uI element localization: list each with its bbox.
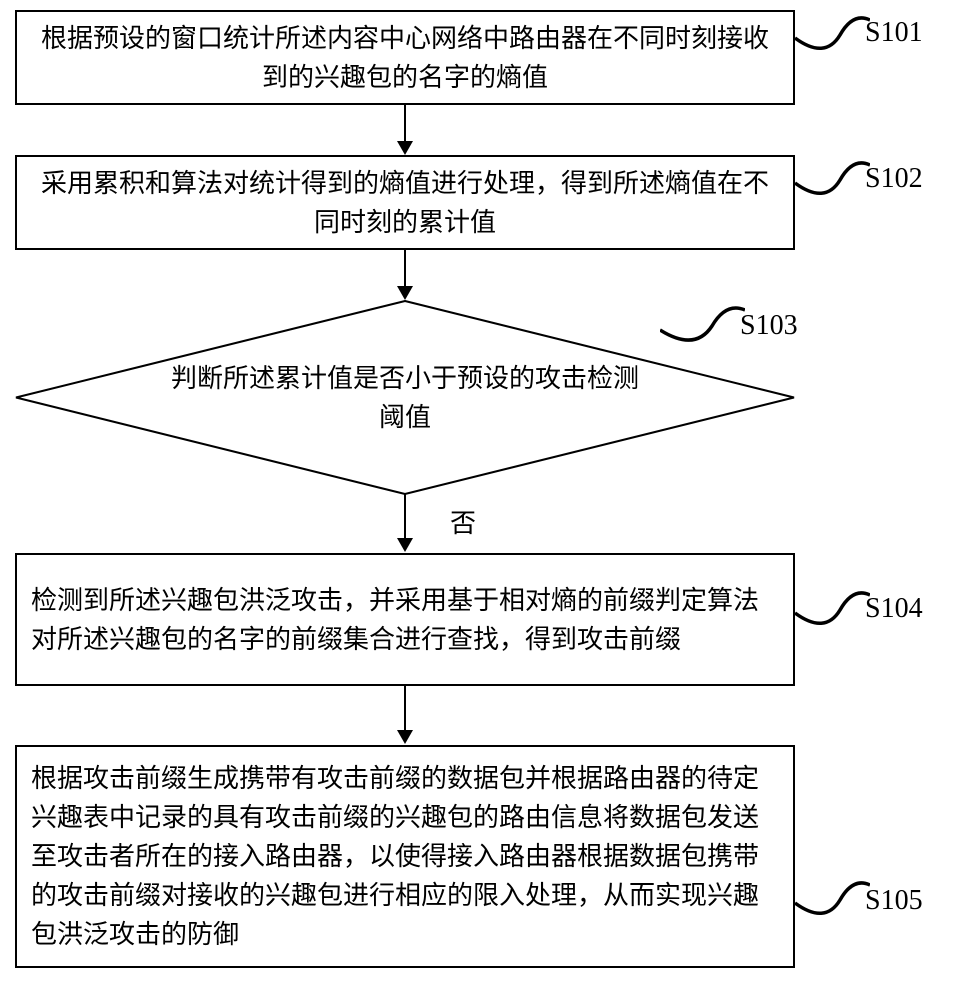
arrow-s104-s105-line — [404, 686, 406, 732]
step-s103-text: 判断所述累计值是否小于预设的攻击检测阈值 — [165, 359, 645, 437]
step-s104-text: 检测到所述兴趣包洪泛攻击，并采用基于相对熵的前缀判定算法对所述兴趣包的名字的前缀… — [31, 581, 779, 659]
step-s101-text: 根据预设的窗口统计所述内容中心网络中路由器在不同时刻接收到的兴趣包的名字的熵值 — [31, 19, 779, 97]
step-s104-box: 检测到所述兴趣包洪泛攻击，并采用基于相对熵的前缀判定算法对所述兴趣包的名字的前缀… — [15, 553, 795, 686]
step-s102-label: S102 — [865, 163, 923, 195]
arrow-s102-s103-head — [397, 286, 413, 300]
s105-connector-curve — [795, 875, 870, 925]
step-s105-label: S105 — [865, 885, 923, 917]
step-s101-label: S101 — [865, 17, 923, 49]
decision-no-label: 否 — [450, 503, 476, 540]
step-s105-text: 根据攻击前缀生成携带有攻击前缀的数据包并根据路由器的待定兴趣表中记录的具有攻击前… — [31, 759, 779, 954]
arrow-s101-s102-head — [397, 141, 413, 155]
arrow-s102-s103-line — [404, 250, 406, 288]
s101-connector-curve — [795, 10, 870, 60]
s103-connector-curve — [660, 300, 745, 350]
arrow-s103-s104-head — [397, 538, 413, 552]
step-s101-box: 根据预设的窗口统计所述内容中心网络中路由器在不同时刻接收到的兴趣包的名字的熵值 — [15, 10, 795, 105]
s102-connector-curve — [795, 155, 870, 205]
arrow-s104-s105-head — [397, 730, 413, 744]
step-s102-box: 采用累积和算法对统计得到的熵值进行处理，得到所述熵值在不同时刻的累计值 — [15, 155, 795, 250]
step-s105-box: 根据攻击前缀生成携带有攻击前缀的数据包并根据路由器的待定兴趣表中记录的具有攻击前… — [15, 745, 795, 968]
s104-connector-curve — [795, 585, 870, 635]
step-s103-label: S103 — [740, 310, 798, 342]
arrow-s103-s104-line — [404, 494, 406, 540]
step-s102-text: 采用累积和算法对统计得到的熵值进行处理，得到所述熵值在不同时刻的累计值 — [31, 164, 779, 242]
arrow-s101-s102-line — [404, 105, 406, 143]
step-s104-label: S104 — [865, 593, 923, 625]
